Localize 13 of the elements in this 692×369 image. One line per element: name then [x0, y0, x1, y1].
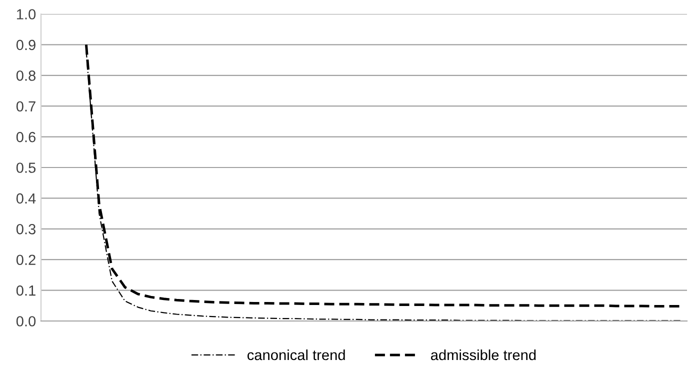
y-tick-label: 0.1 — [16, 285, 36, 296]
legend-label: admissible trend — [430, 349, 536, 360]
y-tick-label: 0.0 — [16, 316, 36, 326]
y-tick-label: 0.8 — [16, 70, 36, 81]
y-tick-label: 0.3 — [16, 224, 36, 234]
y-tick-label: 0.7 — [16, 101, 36, 112]
y-tick-label: 1.0 — [16, 9, 36, 20]
y-tick-label: 0.6 — [16, 132, 36, 142]
legend-label: canonical trend — [247, 349, 345, 360]
y-tick-label: 0.5 — [16, 162, 36, 173]
y-tick-label: 0.2 — [16, 254, 36, 266]
y-tick-label: 0.9 — [16, 40, 36, 50]
y-tick-label: 0.4 — [16, 193, 36, 204]
